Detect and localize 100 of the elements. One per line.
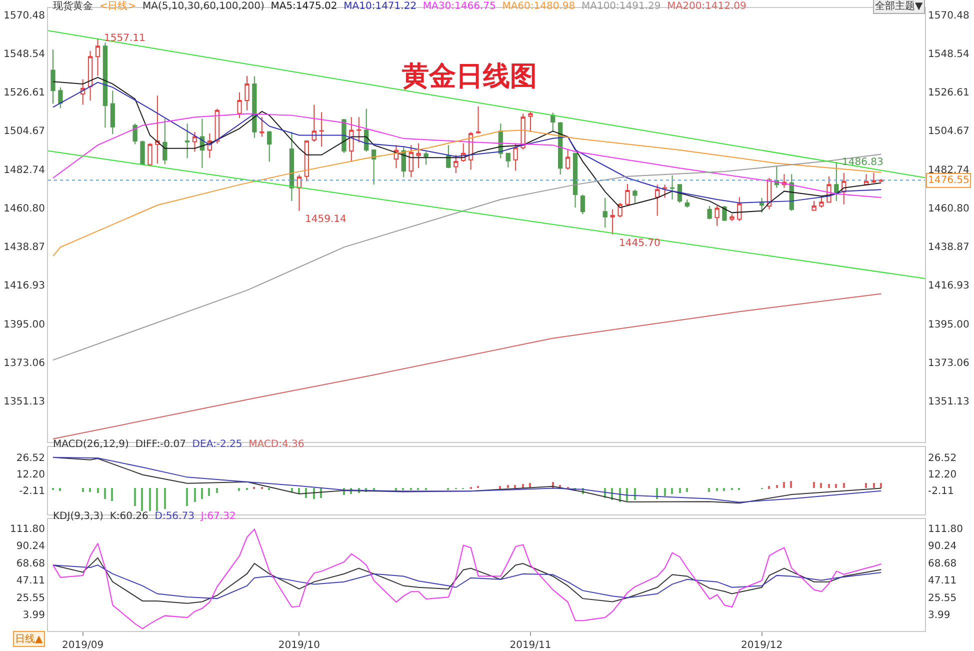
bar [835, 484, 837, 488]
bar [783, 482, 785, 488]
chart-title: MACD(26,12,9) [53, 439, 130, 450]
bar [828, 484, 830, 488]
x-tick-label: 2019/11 [510, 640, 552, 651]
bar [238, 488, 240, 492]
y2-tick-label: 1460.80 [928, 203, 970, 214]
series-label: J:67.32 [200, 511, 236, 522]
bar [186, 488, 188, 506]
candlestick [267, 130, 272, 162]
bar [97, 488, 99, 494]
y-tick-label: 1351.13 [4, 396, 45, 408]
candlestick [454, 154, 458, 174]
candlestick [319, 112, 324, 148]
y2-tick-label: 111.80 [928, 524, 963, 536]
bar [141, 488, 143, 512]
chart-subtitle: 现货黄金 [53, 0, 93, 12]
y2-tick-label: 3.99 [928, 610, 950, 622]
candlestick [184, 123, 190, 159]
bar [671, 488, 673, 494]
annotation: <日线> [99, 0, 136, 12]
bar [208, 488, 210, 496]
candlestick [670, 174, 675, 200]
candlestick [364, 108, 369, 152]
candlestick [871, 172, 876, 184]
candlestick [572, 152, 578, 208]
bar [313, 488, 315, 500]
text: MA60:1480.98 [502, 1, 576, 12]
y2-tick-label: 25.55 [928, 592, 957, 604]
bar [716, 488, 718, 492]
bar [201, 488, 203, 500]
y-tick-label: 90.24 [16, 541, 45, 552]
annotation: 1486.83 [842, 157, 884, 168]
y2-tick-label: 1548.54 [928, 48, 970, 60]
y2-tick-label: 26.52 [928, 452, 957, 464]
candlestick [528, 110, 533, 132]
y-tick-label: 1395.00 [4, 319, 45, 330]
y-tick-label: 111.80 [10, 524, 45, 536]
y-tick-label: 1526.61 [4, 88, 45, 99]
candlestick [632, 189, 638, 204]
bar [686, 488, 688, 492]
text: MACD:4.36 [248, 439, 304, 450]
candlestick [446, 144, 451, 169]
candlestick [565, 150, 570, 170]
y-tick-label: 1504.67 [4, 126, 45, 138]
bar [790, 481, 792, 488]
y2-tick-label: 1416.93 [928, 280, 970, 292]
line-series [52, 130, 882, 256]
line-series [52, 528, 882, 630]
candlestick [819, 196, 824, 208]
candlestick [312, 104, 316, 142]
candlestick [789, 174, 794, 212]
y2-tick-label: 1482.74 [928, 164, 970, 176]
candlestick [759, 197, 764, 214]
candlestick [737, 196, 742, 222]
y2-tick-label: 12.20 [928, 470, 957, 481]
candlestick [416, 142, 421, 169]
candlestick [356, 116, 362, 143]
candlestick [140, 140, 145, 166]
y-tick-label: -2.11 [19, 486, 45, 498]
text: MA30:1466.75 [422, 1, 496, 12]
y-tick-label: 25.55 [16, 592, 45, 604]
text: MA200:1412.09 [667, 1, 746, 12]
y-tick-label: 3.99 [22, 610, 45, 622]
bar [820, 483, 822, 488]
text: MA10:1471.22 [344, 1, 417, 12]
candlestick [684, 198, 690, 208]
candlestick [110, 90, 115, 135]
candlestick [580, 194, 586, 215]
bar [873, 483, 875, 488]
text: 日线▲ [15, 633, 43, 645]
bar [843, 483, 845, 488]
y2-tick-label: 1351.13 [928, 396, 970, 408]
y2-tick-label: 90.24 [928, 541, 957, 552]
bar [626, 488, 628, 502]
candlestick [550, 112, 556, 132]
text: 黄金日线图 [401, 61, 537, 92]
bar [82, 488, 84, 492]
text: MA100:1491.29 [581, 1, 661, 12]
y-tick-label: 1548.54 [4, 48, 45, 60]
candlestick [506, 152, 510, 168]
line-series [52, 557, 882, 604]
candlestick [88, 50, 93, 102]
text: D:56.73 [154, 511, 194, 522]
annotation: 1445.70 [619, 238, 660, 249]
y-tick-label: 1438.87 [4, 242, 45, 254]
candlestick [244, 75, 250, 111]
bar [656, 488, 658, 500]
candlestick [625, 183, 630, 206]
text: K:60.26 [110, 511, 148, 522]
bar [708, 488, 710, 492]
x-tick-label: 2019/09 [62, 640, 104, 651]
candlestick [812, 200, 816, 212]
candlestick [714, 205, 720, 226]
y2-tick-label: 1438.87 [928, 242, 970, 254]
bar [216, 488, 218, 494]
candlestick [289, 131, 294, 202]
x-tick-label: 2019/10 [278, 640, 320, 651]
bar [134, 488, 136, 506]
candlestick [50, 48, 56, 104]
